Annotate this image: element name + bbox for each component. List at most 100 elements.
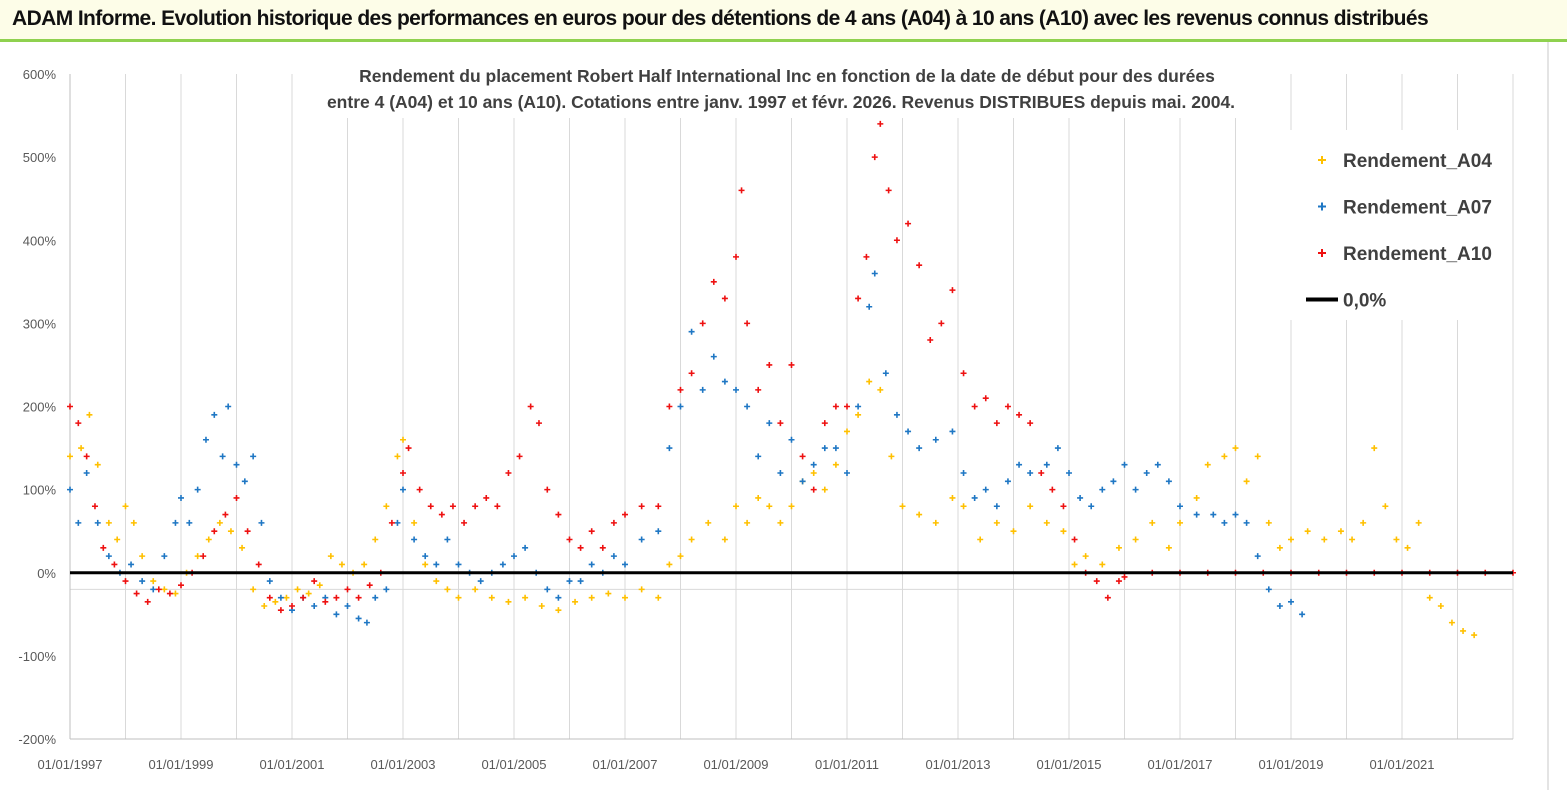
data-point	[666, 403, 673, 410]
data-point	[622, 561, 628, 568]
data-point	[111, 561, 118, 568]
data-point	[1471, 632, 1478, 639]
data-point	[577, 578, 584, 585]
data-point	[472, 586, 479, 593]
data-point	[194, 486, 201, 493]
data-point	[244, 528, 251, 535]
data-point	[1088, 503, 1095, 510]
data-point	[1415, 519, 1422, 526]
data-point	[982, 486, 989, 493]
data-point	[122, 578, 129, 585]
y-tick-label: -200%	[18, 732, 56, 747]
data-point	[355, 594, 362, 601]
data-point	[1027, 420, 1034, 427]
chart-area: 600% 500% 400% 300% 200% 100% 0% -100% -200% 01/…	[0, 42, 1567, 790]
data-point	[372, 536, 379, 543]
data-point	[433, 578, 440, 585]
data-point	[1299, 611, 1306, 618]
data-point	[810, 470, 817, 476]
data-point	[1437, 603, 1444, 609]
legend-plus-icon	[1318, 249, 1326, 257]
data-point	[1221, 519, 1228, 526]
data-point	[316, 582, 323, 589]
data-point	[755, 494, 762, 501]
x-tick-label: 01/01/2001	[259, 757, 324, 772]
data-point	[128, 561, 135, 568]
data-point	[172, 590, 179, 597]
data-point	[1110, 478, 1117, 485]
data-point	[67, 403, 73, 410]
data-point	[333, 611, 340, 618]
data-point	[233, 461, 240, 468]
data-point	[888, 453, 895, 460]
data-point	[863, 253, 870, 260]
x-tick-label: 01/01/2009	[703, 757, 768, 772]
data-point	[505, 470, 512, 476]
data-point	[488, 594, 495, 601]
data-point	[344, 603, 351, 609]
data-point	[427, 503, 434, 510]
data-point	[710, 278, 717, 285]
legend: Rendement_A04 Rendement_A07 Rendement_A10 0…	[1282, 130, 1500, 320]
data-point	[444, 536, 451, 543]
data-point	[535, 420, 542, 427]
data-point	[205, 536, 212, 543]
data-point	[114, 536, 121, 543]
data-point	[150, 578, 157, 585]
data-point	[344, 586, 351, 593]
data-point	[677, 553, 684, 560]
data-point	[494, 503, 501, 510]
data-point	[638, 586, 645, 593]
data-point	[871, 270, 878, 277]
data-point	[122, 503, 129, 510]
data-point	[993, 420, 1000, 427]
header-banner: ADAM Informe. Evolution historique des p…	[0, 0, 1567, 42]
data-point	[1288, 536, 1294, 543]
data-point	[905, 428, 912, 435]
data-point	[960, 470, 967, 476]
data-point	[1232, 511, 1239, 518]
data-point	[688, 370, 695, 377]
data-point	[1071, 561, 1078, 568]
data-point	[655, 503, 662, 510]
data-point	[67, 486, 73, 493]
data-point	[971, 494, 978, 501]
data-point	[766, 503, 773, 510]
data-point	[300, 594, 307, 601]
data-point	[505, 598, 512, 605]
data-point	[882, 370, 889, 377]
data-point	[1010, 528, 1017, 535]
data-point	[166, 590, 173, 597]
y-tick-label: -100%	[18, 649, 56, 664]
x-axis: 01/01/1997 01/01/1999 01/01/2001 01/01/2003…	[37, 757, 1434, 772]
data-point	[1060, 503, 1067, 510]
data-point	[1393, 536, 1400, 543]
data-point	[866, 378, 873, 385]
data-point	[788, 436, 795, 443]
data-point	[327, 553, 334, 560]
data-point	[566, 536, 573, 543]
data-point	[322, 598, 329, 605]
legend-label: 0,0%	[1343, 291, 1386, 312]
data-point	[311, 603, 318, 609]
data-point	[927, 337, 934, 343]
data-point	[885, 187, 892, 194]
data-point	[844, 470, 850, 476]
x-tick-label: 01/01/2005	[481, 757, 546, 772]
data-point	[1265, 519, 1272, 526]
legend-plus-icon	[1318, 156, 1326, 164]
data-point	[241, 478, 248, 485]
data-point	[977, 536, 984, 543]
data-point	[194, 553, 201, 560]
data-point	[1066, 470, 1072, 476]
data-point	[544, 586, 551, 593]
data-point	[721, 378, 728, 385]
data-point	[655, 594, 662, 601]
data-point	[1121, 461, 1128, 468]
data-point	[78, 445, 85, 452]
data-point	[788, 503, 795, 510]
data-point	[733, 386, 739, 393]
data-point	[688, 536, 695, 543]
x-tick-label: 01/01/2015	[1036, 757, 1101, 772]
data-point	[144, 598, 151, 605]
